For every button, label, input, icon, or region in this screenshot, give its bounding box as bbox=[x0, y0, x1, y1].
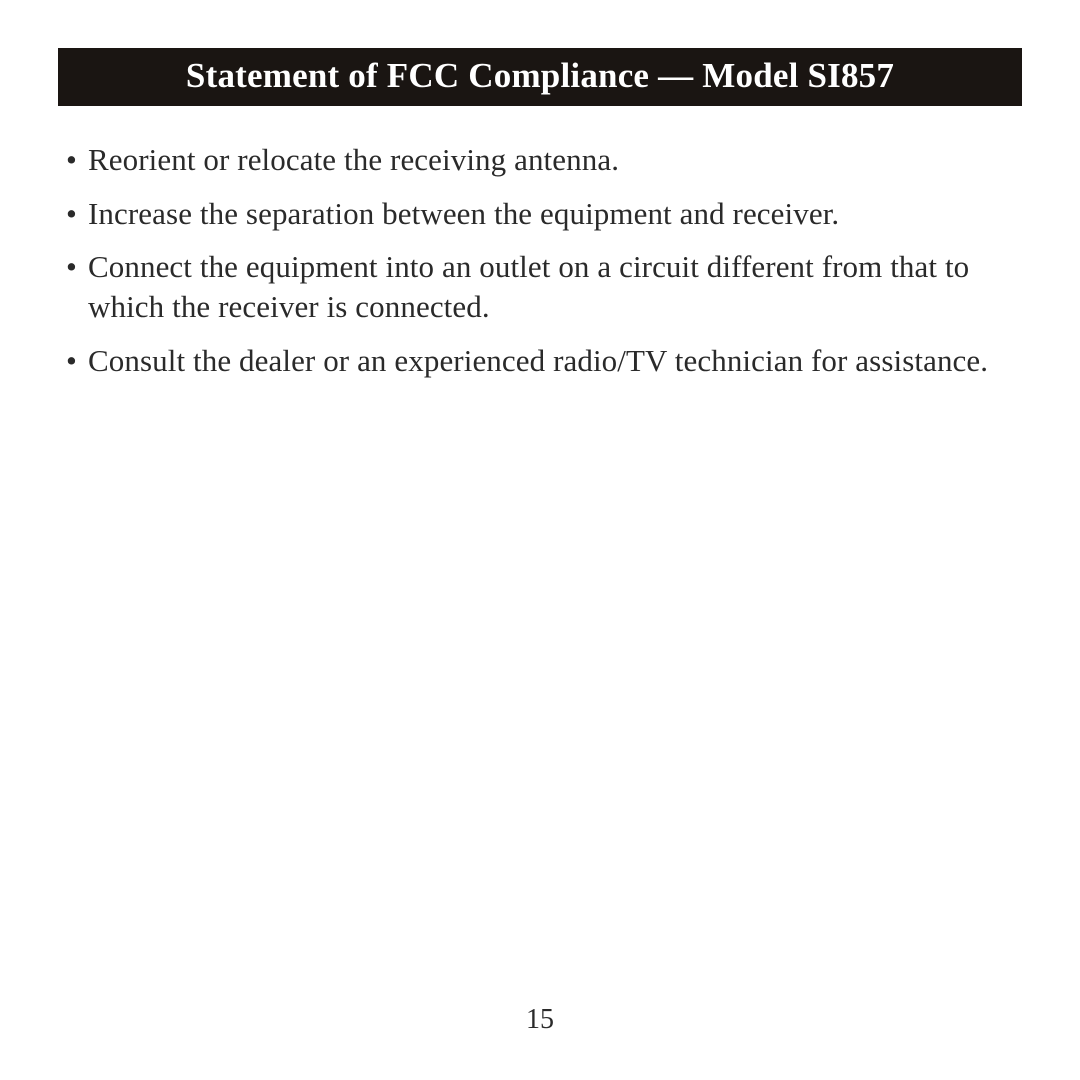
list-item: Connect the equipment into an outlet on … bbox=[66, 247, 1022, 326]
document-page: Statement of FCC Compliance — Model SI85… bbox=[0, 0, 1080, 1080]
list-item: Consult the dealer or an experienced rad… bbox=[66, 341, 1022, 381]
list-item: Reorient or relocate the receiving anten… bbox=[66, 140, 1022, 180]
page-number: 15 bbox=[0, 1004, 1080, 1036]
page-heading: Statement of FCC Compliance — Model SI85… bbox=[58, 48, 1022, 106]
bullet-list: Reorient or relocate the receiving anten… bbox=[58, 140, 1022, 380]
list-item: Increase the separation between the equi… bbox=[66, 194, 1022, 234]
